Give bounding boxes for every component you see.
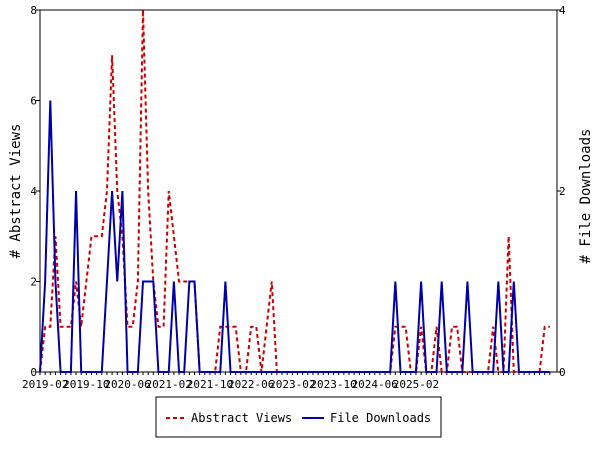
y2-tick-labels: 0 2 4 [559, 4, 566, 379]
x-tick-label: 2019-02 [22, 378, 68, 391]
x-tick-label: 2024-06 [352, 378, 398, 391]
x-tick-label: 2021-10 [187, 378, 233, 391]
legend: Abstract Views File Downloads [155, 396, 442, 438]
y-tick-labels: 0 2 4 6 8 [30, 4, 37, 379]
y-tick-label: 0 [30, 366, 37, 379]
y2-tick-label: 2 [559, 185, 566, 198]
series-layer [39, 9, 550, 373]
legend-label-file-downloads: File Downloads [330, 411, 431, 425]
y-tick-label: 4 [30, 185, 37, 198]
y-axis-title: # Abstract Views [8, 124, 24, 259]
y-tick-label: 8 [30, 4, 37, 17]
legend-label-abstract-views: Abstract Views [191, 411, 292, 425]
x-tick-label: 2020-06 [104, 378, 150, 391]
series-line-file-downloads [39, 100, 550, 373]
y2-axis-title: # File Downloads [578, 129, 594, 264]
y2-tick-label: 0 [559, 366, 566, 379]
x-tick-labels: 2019-022019-102020-062021-022021-102022-… [22, 378, 439, 391]
x-tick-label: 2019-10 [63, 378, 109, 391]
legend-box [155, 396, 442, 438]
y-tick-label: 2 [30, 276, 37, 289]
x-tick-label: 2021-02 [146, 378, 192, 391]
y-tick-label: 6 [30, 95, 37, 108]
x-tick-label: 2023-02 [269, 378, 315, 391]
x-tick-label: 2023-10 [310, 378, 356, 391]
x-tick-label: 2022-06 [228, 378, 274, 391]
y2-tick-label: 4 [559, 4, 566, 17]
x-tick-label: 2025-02 [393, 378, 439, 391]
